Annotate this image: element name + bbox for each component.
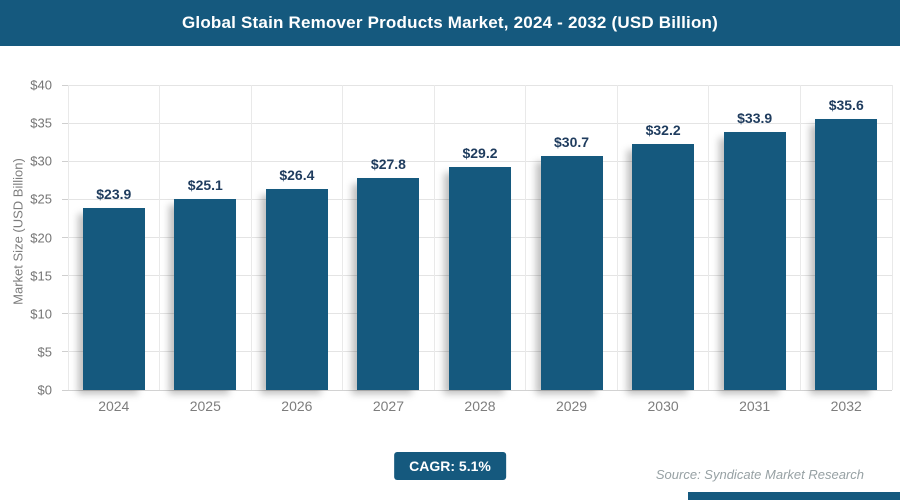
bar-2026	[265, 188, 328, 390]
bar-value-label: $25.1	[187, 176, 223, 193]
source-text: Source: Syndicate Market Research	[655, 467, 864, 482]
footer-accent-bar	[688, 492, 900, 500]
y-axis-tick-mark	[62, 160, 68, 162]
x-tick-label: 2026	[281, 398, 313, 414]
bar-2027	[357, 178, 420, 390]
v-gridline	[67, 85, 69, 390]
y-tick-label: $40	[30, 77, 52, 93]
x-axis-line	[68, 389, 892, 391]
y-tick-label: $30	[30, 153, 52, 169]
y-tick-label: $20	[30, 230, 52, 245]
bar-value-label: $26.4	[279, 166, 315, 183]
bar-value-label: $32.2	[645, 122, 681, 139]
y-axis-tick-mark	[62, 122, 68, 124]
y-tick-label: $10	[30, 306, 52, 322]
y-tick-label: $25	[30, 191, 52, 207]
x-axis-tick-labels: 2024 2025 2026 2027 2028 2029 2030 2031 2032	[68, 390, 892, 416]
x-tick-label: 2029	[555, 398, 588, 414]
x-tick-label: 2024	[98, 398, 130, 414]
v-gridline	[433, 85, 435, 390]
y-tick-label: $0	[37, 382, 52, 398]
v-gridline	[708, 85, 710, 390]
y-axis-tick-mark	[62, 389, 68, 391]
y-axis-tick-mark	[62, 84, 68, 86]
v-gridline	[250, 85, 252, 390]
h-gridline	[68, 122, 892, 124]
v-gridline	[525, 85, 527, 390]
bar-2028	[449, 167, 511, 390]
chart-title: Global Stain Remover Products Market, 20…	[182, 13, 718, 32]
bar-value-label: $23.9	[96, 185, 132, 202]
bar-2030	[632, 144, 695, 390]
y-tick-label: $5	[37, 344, 52, 360]
y-axis-tick-mark	[62, 237, 68, 238]
y-tick-label: $35	[30, 115, 52, 131]
h-gridline	[68, 160, 892, 162]
bar-value-label: $27.8	[370, 156, 406, 173]
y-axis-tick-mark	[62, 351, 68, 353]
bar-2031	[723, 131, 786, 390]
bar-value-label: $29.2	[462, 145, 498, 162]
x-tick-label: 2027	[372, 398, 404, 414]
bar-value-label: $33.9	[737, 109, 773, 126]
bar-2029	[540, 155, 603, 390]
bar-value-label: $30.7	[554, 133, 590, 150]
y-tick-label: $15	[30, 268, 52, 284]
h-gridline	[68, 84, 892, 86]
y-axis-tick-labels: $0 $5 $10 $15 $20 $25 $30 $35 $40	[0, 78, 60, 398]
x-tick-label: 2028	[464, 398, 496, 414]
y-axis-tick-mark	[62, 313, 68, 315]
bar-2024	[82, 207, 145, 390]
v-gridline	[342, 85, 344, 390]
plot-area: $23.9 $25.1 $26.4 $27.8 $29.2 $30.7 $32.2 $33.9…	[62, 84, 893, 391]
x-tick-label: 2025	[189, 398, 221, 414]
y-axis-tick-mark	[62, 275, 68, 277]
x-tick-label: 2031	[739, 398, 771, 414]
v-gridline	[616, 85, 618, 390]
cagr-badge: CAGR: 5.1%	[394, 452, 506, 480]
bar-value-label: $35.6	[828, 96, 864, 113]
bar-2032	[815, 118, 878, 390]
v-gridline	[159, 85, 161, 390]
v-gridline	[799, 85, 801, 390]
x-tick-label: 2030	[647, 398, 679, 414]
x-tick-label: 2032	[830, 398, 862, 414]
bar-2025	[174, 198, 237, 390]
y-axis-tick-mark	[62, 198, 68, 200]
v-gridline	[891, 85, 893, 390]
title-bar: Global Stain Remover Products Market, 20…	[0, 0, 900, 46]
